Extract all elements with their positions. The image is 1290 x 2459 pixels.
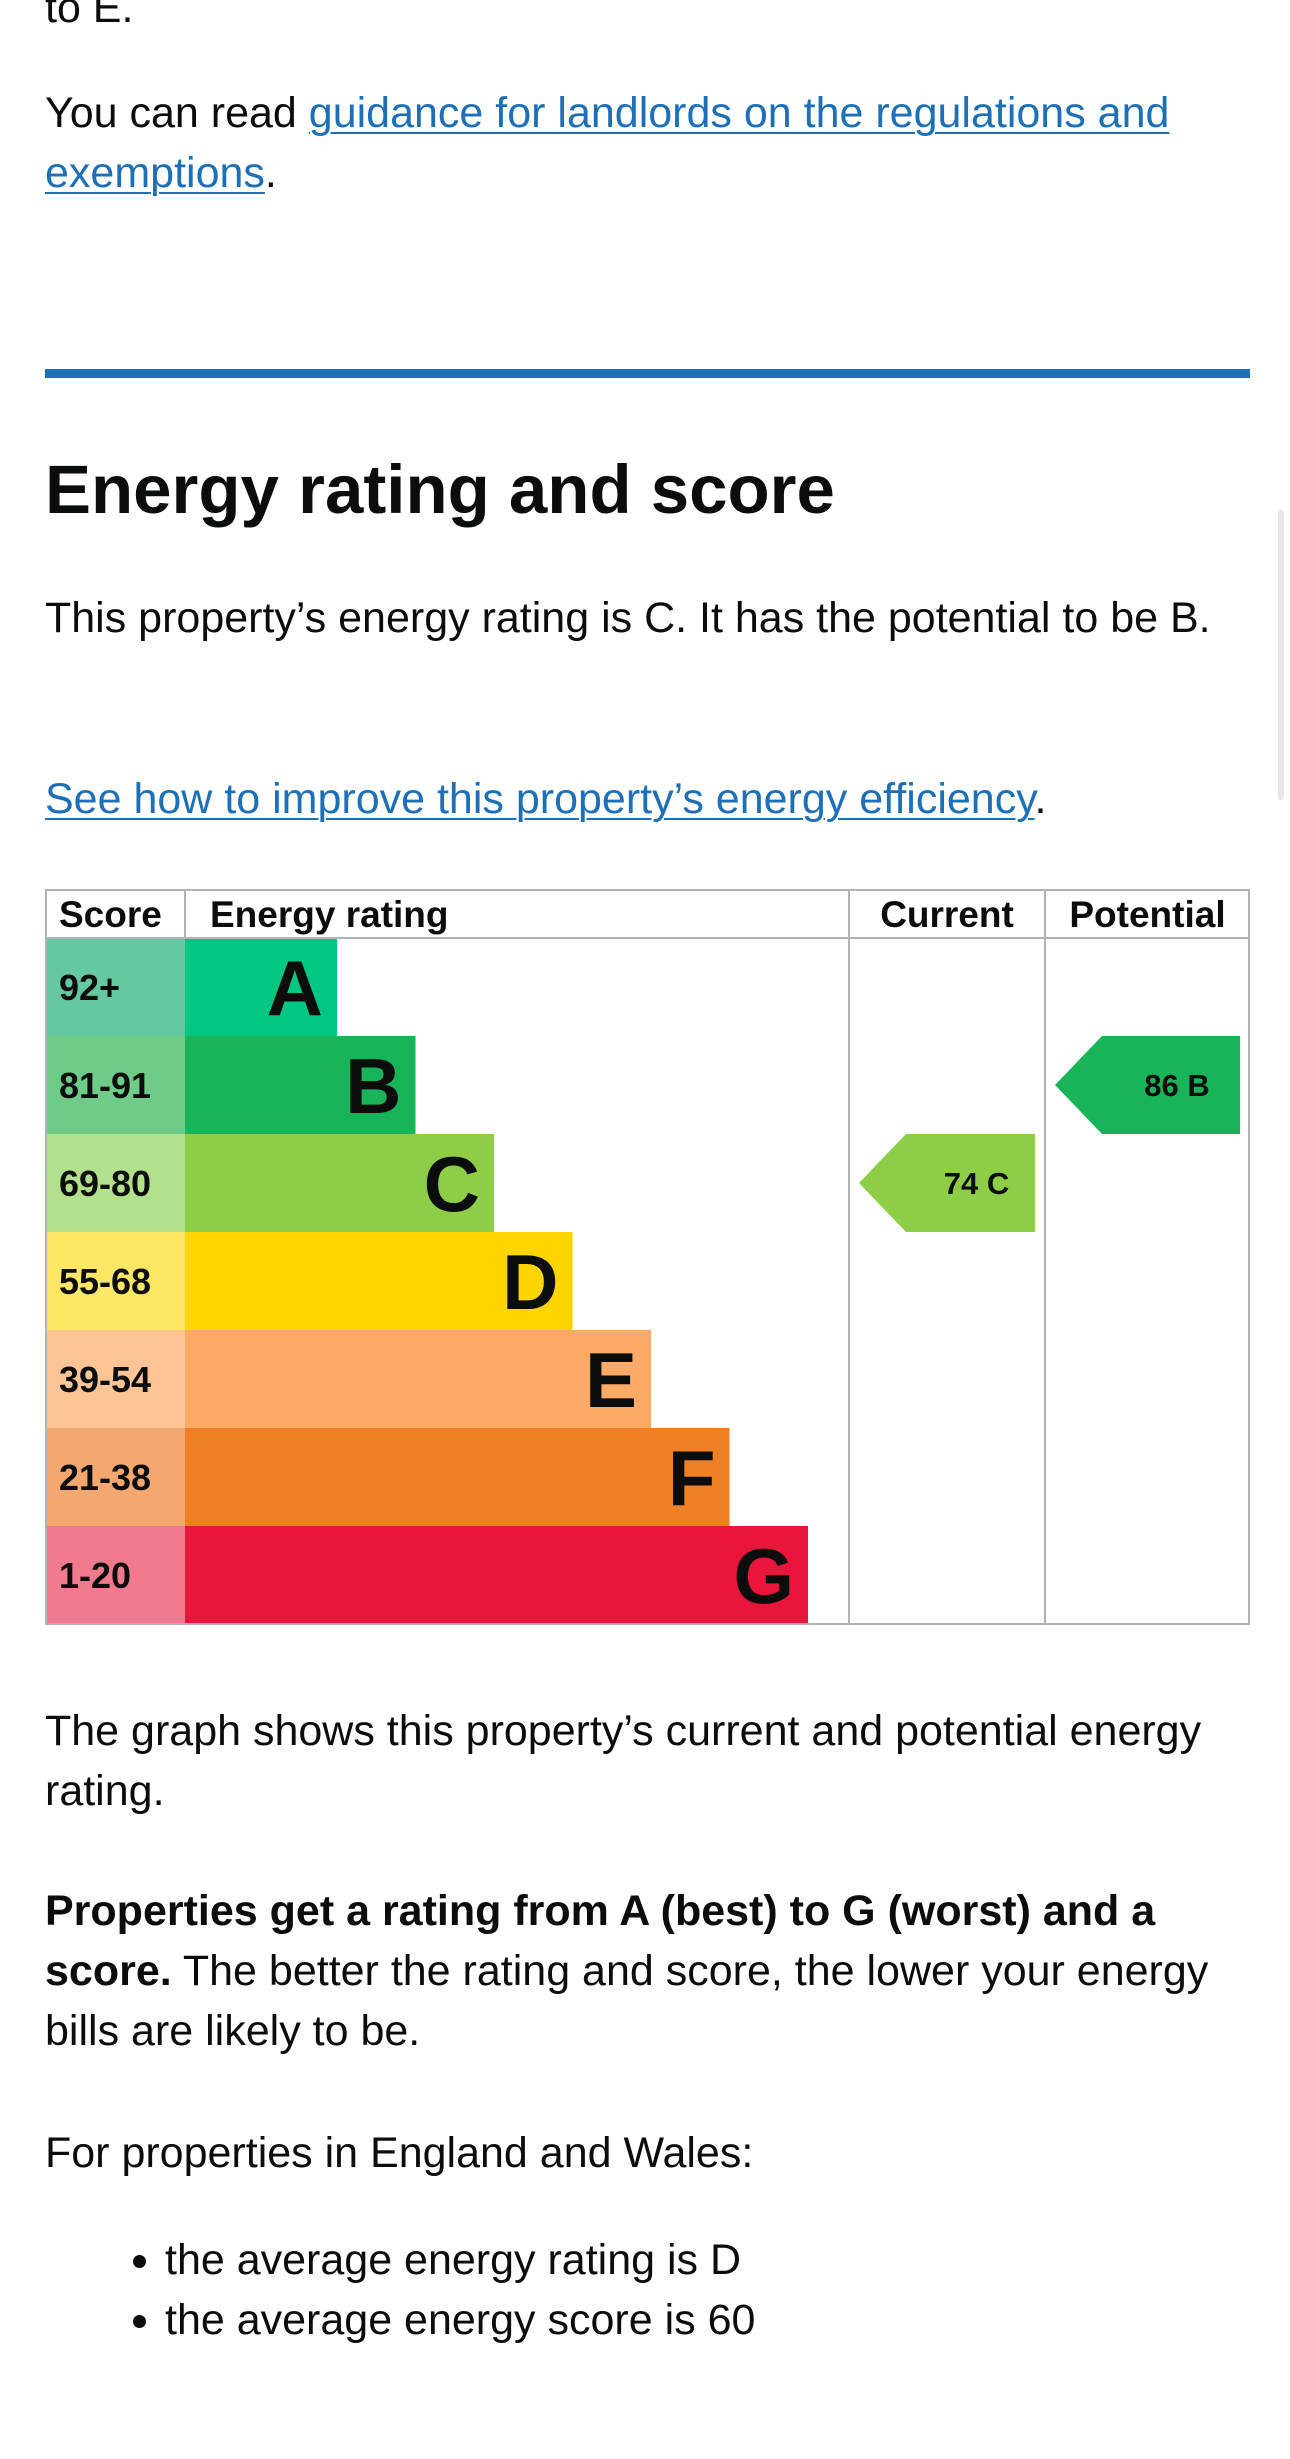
energy-rating-chart-svg: 92+ A 81-91 B 69-80 C 55-68 D 39-54 E 21-38 F 1-20 G S… (45, 889, 1250, 1625)
energy-rating-header: Energy rating (210, 894, 449, 935)
rating-letter-label: D (502, 1238, 558, 1326)
score-cell-c (45, 1134, 185, 1232)
rating-bar-f (185, 1428, 730, 1526)
score-cell-b (45, 1036, 185, 1134)
score-cell-f (45, 1428, 185, 1526)
score-cell-d (45, 1232, 185, 1330)
rating-explanation-rest: The better the rating and score, the low… (45, 1947, 1209, 2055)
score-cell-a (45, 938, 185, 1036)
rating-summary: This property’s energy rating is C. It h… (45, 594, 1211, 642)
rating-letter-label: C (424, 1140, 480, 1228)
rating-bar-c (185, 1134, 494, 1232)
region-intro: For properties in England and Wales: (45, 2129, 754, 2177)
improve-suffix: . (1034, 775, 1047, 823)
score-cell-g (45, 1526, 185, 1624)
current-score-label: 74 C (944, 1166, 1009, 1201)
graph-note: The graph shows this property’s current … (45, 1707, 1202, 1815)
rating-letter-label: E (585, 1336, 637, 1424)
guidance-link[interactable]: guidance for landlords on the regulation… (45, 89, 1170, 197)
section-divider (45, 369, 1250, 378)
current-header: Current (880, 894, 1014, 935)
score-header: Score (59, 894, 162, 935)
guidance-suffix: . (264, 149, 277, 197)
guidance-paragraph: You can read guidance for landlords on t… (45, 83, 1250, 203)
score-range-label: 69-80 (59, 1163, 151, 1204)
rating-letter-label: B (345, 1042, 401, 1130)
chart-border (45, 889, 1250, 1625)
score-range-label: 39-54 (59, 1359, 151, 1400)
rating-letter-label: F (668, 1434, 716, 1522)
rating-bar-b (185, 1036, 416, 1134)
score-range-label: 55-68 (59, 1261, 151, 1302)
guidance-prefix: You can read (45, 89, 309, 137)
rating-letter-label: A (267, 944, 323, 1032)
scrollbar[interactable] (1278, 510, 1284, 800)
list-item: the average energy rating is D (165, 2230, 755, 2290)
score-cell-e (45, 1330, 185, 1428)
rating-explanation: Properties get a rating from A (best) to… (45, 1881, 1250, 2061)
list-item: the average energy score is 60 (165, 2290, 755, 2350)
rating-letter-label: G (733, 1532, 794, 1620)
score-range-label: 81-91 (59, 1065, 151, 1106)
rating-bar-a (185, 938, 337, 1036)
improve-paragraph: See how to improve this property’s energ… (45, 769, 1250, 829)
previous-paragraph-fragment: to E. (45, 0, 134, 32)
rating-bar-g (185, 1526, 808, 1624)
rating-explanation-bold: Properties get a rating from A (best) to… (45, 1887, 1156, 1995)
score-range-label: 21-38 (59, 1457, 151, 1498)
averages-list: the average energy rating is D the avera… (45, 2230, 755, 2350)
rating-bar-e (185, 1330, 651, 1428)
current-arrow (859, 1134, 1035, 1232)
section-heading: Energy rating and score (45, 451, 835, 528)
potential-arrow (1055, 1036, 1240, 1134)
potential-header: Potential (1069, 894, 1225, 935)
potential-score-label: 86 B (1144, 1068, 1209, 1103)
energy-rating-chart: 92+ A 81-91 B 69-80 C 55-68 D 39-54 E 21-38 F 1-20 G S… (45, 889, 1250, 1625)
score-range-label: 92+ (59, 967, 120, 1008)
improve-efficiency-link[interactable]: See how to improve this property’s energ… (45, 775, 1035, 823)
score-range-label: 1-20 (59, 1555, 131, 1596)
rating-bar-d (185, 1232, 573, 1330)
